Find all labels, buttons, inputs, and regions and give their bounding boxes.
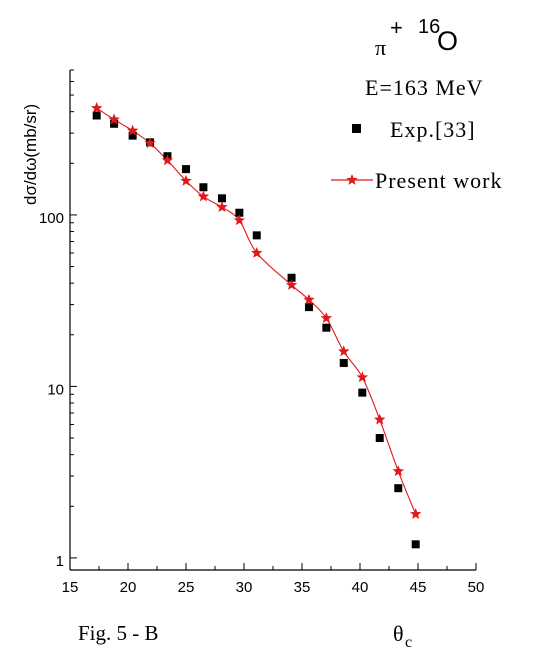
energy-label: E=163 MeV [365, 75, 484, 100]
title-nucleus: O [437, 26, 458, 56]
exp-data-point [376, 434, 384, 442]
x-axis-label: θ c [393, 621, 412, 651]
present-data-point [338, 345, 349, 356]
exp-data-point [340, 359, 348, 367]
present-data-point [393, 465, 404, 476]
exp-data-point [253, 231, 261, 239]
y-tick-label: 100 [39, 210, 64, 227]
figure-caption: Fig. 5 - B [78, 621, 159, 645]
exp-data-point [199, 183, 207, 191]
x-tick-label: 35 [294, 579, 311, 596]
exp-data-point [93, 111, 101, 119]
present-work-curve [97, 108, 416, 514]
x-tick-label: 40 [352, 579, 369, 596]
x-tick-label: 25 [178, 579, 195, 596]
legend-exp-marker [352, 124, 361, 133]
chart-title: π + 16 O [375, 15, 458, 60]
exp-data-point [305, 303, 313, 311]
exp-data-point [182, 165, 190, 173]
x-tick-label: 45 [410, 579, 427, 596]
present-data-point [216, 201, 227, 212]
x-tick-label: 15 [62, 579, 79, 596]
title-particle: π [375, 35, 386, 60]
y-tick-label: 1 [56, 553, 64, 570]
legend-present-label: Present work [375, 168, 502, 193]
exp-data-point [218, 194, 226, 202]
present-data-point [357, 371, 368, 382]
exp-data-point [412, 540, 420, 548]
exp-points-layer [93, 111, 420, 548]
present-data-point [374, 414, 385, 425]
title-charge: + [390, 15, 403, 40]
x-axis-label-symbol: θ [393, 621, 404, 646]
legend: Exp.[33] Present work [331, 117, 502, 193]
present-data-point [198, 191, 209, 202]
exp-data-point [358, 389, 366, 397]
exp-data-point [394, 484, 402, 492]
legend-present-marker [346, 174, 357, 185]
x-tick-label: 20 [120, 579, 137, 596]
present-data-point [251, 247, 262, 258]
y-axis-label: dσ/dω(mb/sr) [21, 104, 40, 205]
curve-layer [97, 108, 416, 514]
exp-data-point [322, 324, 330, 332]
x-axis-label-subscript: c [405, 634, 412, 651]
present-data-point [410, 508, 421, 519]
x-tick-label: 50 [468, 579, 485, 596]
x-tick-label: 30 [236, 579, 253, 596]
legend-exp-label: Exp.[33] [390, 117, 476, 142]
present-points-layer [91, 102, 421, 519]
y-tick-label: 10 [47, 381, 64, 398]
